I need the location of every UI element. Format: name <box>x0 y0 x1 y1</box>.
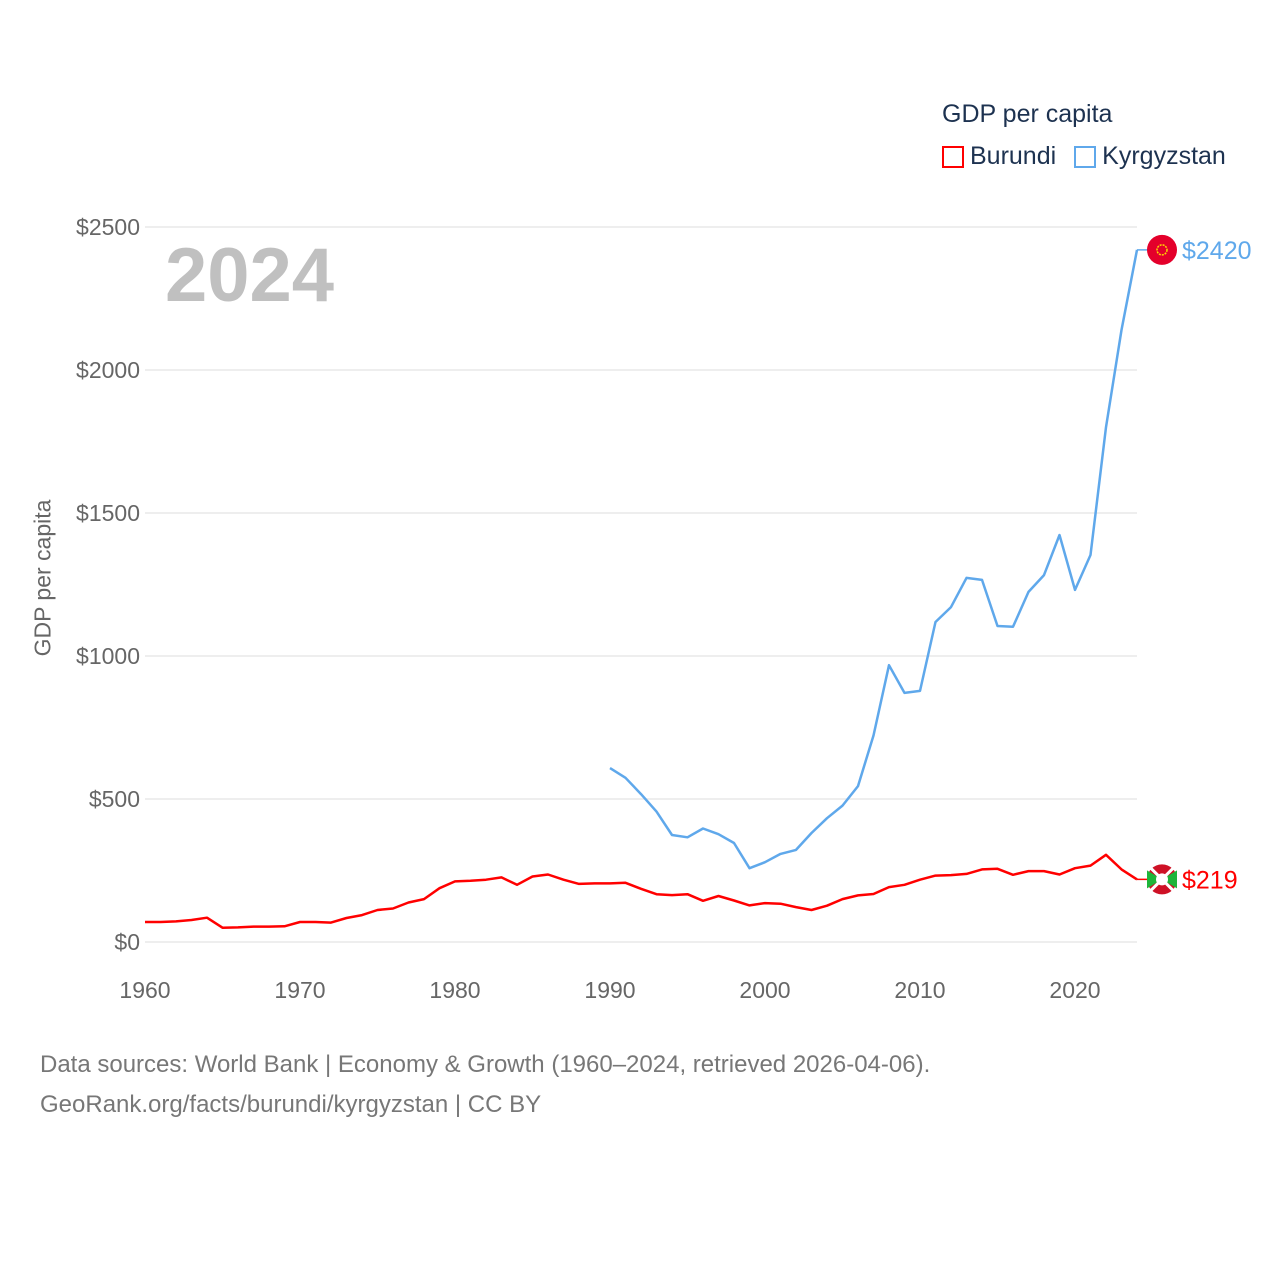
y-tick-label: $2500 <box>76 214 140 240</box>
source-note: Data sources: World Bank | Economy & Gro… <box>40 1045 930 1125</box>
x-tick-label: 1990 <box>584 977 635 1003</box>
legend-title: GDP per capita <box>942 100 1113 128</box>
legend-item-kyrgyzstan[interactable]: Kyrgyzstan <box>1074 142 1226 171</box>
series-line-kyrgyzstan <box>609 249 1139 870</box>
end-value-label-burundi: $219 <box>1182 866 1238 894</box>
end-value-label-kyrgyzstan: $2420 <box>1182 237 1252 265</box>
series-end-labels: $219 $2420 <box>1137 234 1252 895</box>
x-axis: 1960 1970 1980 1990 2000 2010 2020 <box>119 977 1100 1003</box>
y-tick-label: $1000 <box>76 643 140 669</box>
x-tick-label: 2020 <box>1049 977 1100 1003</box>
flag-icon-burundi <box>1147 864 1177 895</box>
source-line: Data sources: World Bank | Economy & Gro… <box>40 1051 931 1078</box>
x-tick-label: 1960 <box>119 977 170 1003</box>
flag-disc <box>1156 873 1168 886</box>
y-tick-label: $0 <box>114 929 140 955</box>
current-year-label: 2024 <box>165 233 335 318</box>
series-line-burundi <box>145 853 1138 929</box>
source-link[interactable]: GeoRank.org/facts/burundi/kyrgyzstan | C… <box>40 1091 542 1118</box>
legend: Burundi Kyrgyzstan <box>942 142 1226 171</box>
y-axis-title: GDP per capita <box>29 499 56 657</box>
legend-label: Burundi <box>970 142 1057 170</box>
flag-sun <box>1156 244 1168 256</box>
gridlines <box>145 226 1137 943</box>
y-tick-label: $1500 <box>76 500 140 526</box>
legend-label: Kyrgyzstan <box>1102 142 1226 170</box>
legend-item-burundi[interactable]: Burundi <box>942 142 1056 171</box>
series-lines <box>145 249 1139 929</box>
x-tick-label: 2010 <box>894 977 945 1003</box>
y-tick-label: $2000 <box>76 357 140 383</box>
y-tick-label: $500 <box>89 786 140 812</box>
legend-swatch-burundi <box>942 145 964 168</box>
x-tick-label: 1980 <box>429 977 480 1003</box>
legend-swatch-kyrgyzstan <box>1074 145 1097 168</box>
flag-field <box>1147 234 1177 265</box>
y-axis: $0 $500 $1000 $1500 $2000 $2500 <box>76 214 140 955</box>
flag-icon-kyrgyzstan <box>1147 234 1177 265</box>
x-tick-label: 1970 <box>274 977 325 1003</box>
x-tick-label: 2000 <box>739 977 790 1003</box>
